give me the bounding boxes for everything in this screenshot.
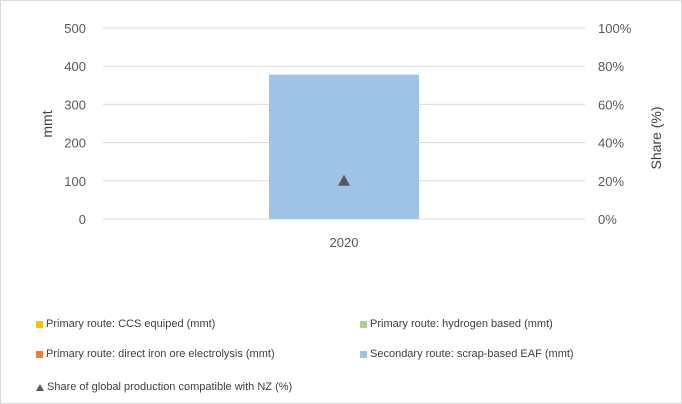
legend-swatch-scrap-eaf <box>360 350 367 358</box>
y-axis-title: mmt <box>39 110 55 137</box>
y2-tick-label: 20% <box>598 174 624 189</box>
y-tick-label: 100 <box>64 174 86 189</box>
y2-axis-title: Share (%) <box>648 106 664 169</box>
x-tick-label: 2020 <box>330 235 359 250</box>
y-tick-label: 0 <box>79 212 86 227</box>
legend-marker-share <box>36 383 44 391</box>
legend-item-hydrogen: Primary route: hydrogen based (mmt) <box>360 318 553 330</box>
gridlines <box>103 27 585 220</box>
bar <box>269 74 419 219</box>
y2-axis-ticks: 0% 20% 40% 60% 80% 100% <box>598 21 632 227</box>
bars <box>269 74 419 219</box>
y-tick-label: 400 <box>64 59 86 74</box>
x-axis-ticks: 2020 <box>330 235 359 250</box>
y2-tick-label: 60% <box>598 97 624 112</box>
legend-label-scrap-eaf: Secondary route: scrap-based EAF (mmt) <box>370 348 574 360</box>
legend-item-share: Share of global production compatible wi… <box>36 381 292 393</box>
legend-swatch-electrolysis <box>36 350 43 358</box>
legend-swatch-hydrogen <box>360 320 367 328</box>
y-tick-label: 200 <box>64 136 86 151</box>
legend-item-ccs: Primary route: CCS equiped (mmt) <box>36 318 215 330</box>
y2-tick-label: 100% <box>598 21 632 36</box>
legend-label-electrolysis: Primary route: direct iron ore electroly… <box>46 348 275 360</box>
y2-tick-label: 40% <box>598 136 624 151</box>
legend-label-share: Share of global production compatible wi… <box>47 381 293 393</box>
legend-label-ccs: Primary route: CCS equiped (mmt) <box>46 318 216 330</box>
y-tick-label: 500 <box>64 21 86 36</box>
legend-swatch-ccs <box>36 320 43 328</box>
y-tick-label: 300 <box>64 97 86 112</box>
legend-label-hydrogen: Primary route: hydrogen based (mmt) <box>370 318 553 330</box>
markers <box>338 174 350 186</box>
legend-item-scrap-eaf: Secondary route: scrap-based EAF (mmt) <box>360 348 574 360</box>
share-marker <box>338 174 350 186</box>
y2-tick-label: 80% <box>598 59 624 74</box>
legend-item-electrolysis: Primary route: direct iron ore electroly… <box>36 348 275 360</box>
y2-tick-label: 0% <box>598 212 617 227</box>
y-axis-ticks: 0 100 200 300 400 500 <box>64 21 86 227</box>
